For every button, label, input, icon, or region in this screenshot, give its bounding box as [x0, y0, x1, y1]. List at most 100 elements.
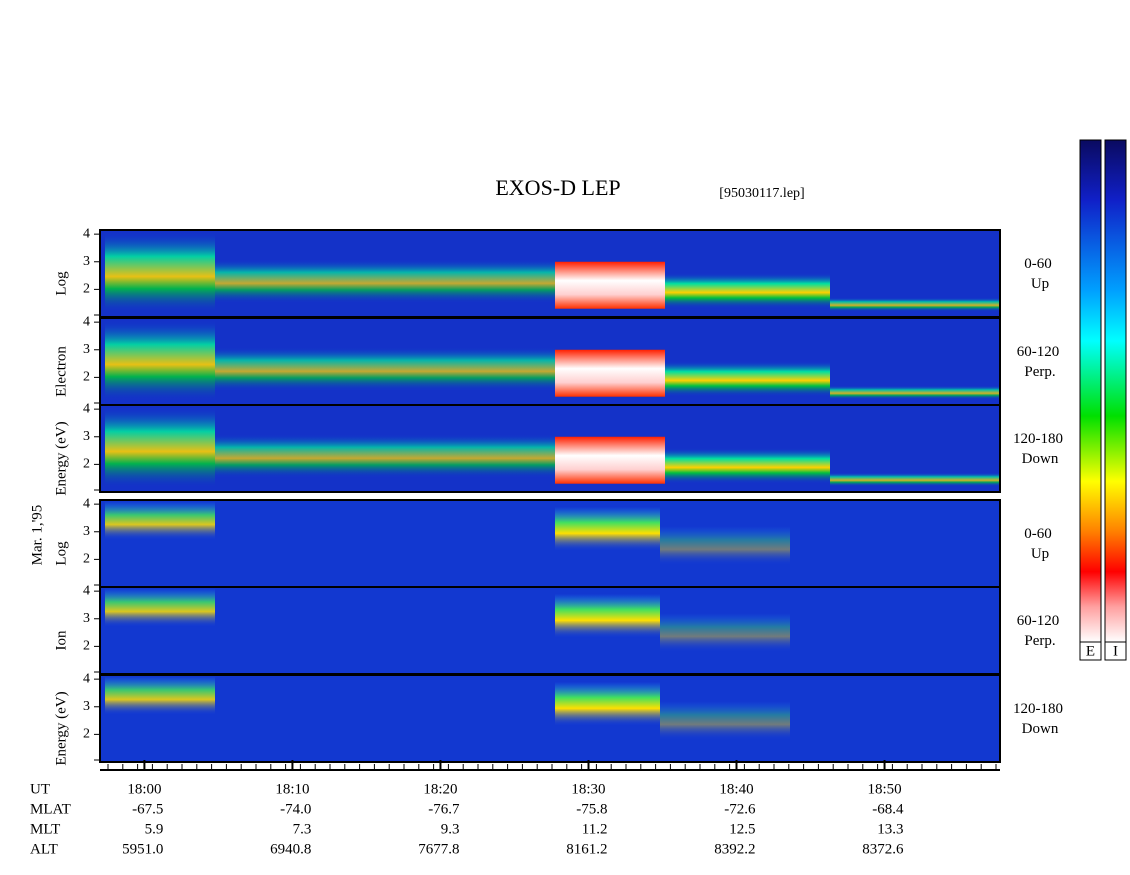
y-tick-label: 3	[83, 254, 90, 269]
y-tick-label: 3	[83, 524, 90, 539]
y-axis-label: Log	[53, 541, 69, 566]
y-tick-label: 3	[83, 429, 90, 444]
y-tick-label: 2	[83, 552, 90, 567]
panel-angle: 60-120	[1017, 344, 1060, 360]
y-tick-label: 2	[83, 370, 90, 385]
colorbar-box	[1104, 641, 1127, 661]
spectrum-band	[105, 320, 215, 401]
y-axis-label: Log	[53, 271, 69, 296]
y-tick-label: 2	[83, 282, 90, 297]
spectrum-band	[665, 360, 830, 397]
ephemeris-name: MLAT	[30, 801, 71, 817]
ephemeris-value: -68.4	[872, 801, 904, 817]
y-axis-label: Energy (eV)	[53, 421, 69, 495]
spectrum-band	[555, 593, 660, 639]
ephemeris-value: 5.9	[145, 821, 164, 837]
spectrum-band	[555, 506, 660, 552]
colorbar-box	[1079, 641, 1102, 661]
spectrum-band	[105, 232, 215, 313]
panel-direction: Perp.	[1024, 633, 1055, 649]
spectrum-band	[105, 407, 215, 488]
x-tick-label: 18:10	[275, 781, 309, 797]
ephemeris-value: 8392.2	[714, 841, 755, 857]
panel-direction: Up	[1031, 546, 1049, 562]
ephemeris-value: 7677.8	[418, 841, 459, 857]
ephemeris-value: 13.3	[877, 821, 903, 837]
spectrum-band	[555, 261, 665, 309]
panel-angle: 120-180	[1013, 431, 1063, 447]
y-tick-label: 2	[83, 727, 90, 742]
y-tick-label: 2	[83, 639, 90, 654]
colorbar-ion	[1104, 139, 1127, 643]
spectrum-band	[665, 272, 830, 309]
spectrum-band	[660, 526, 790, 565]
y-tick-label: 4	[83, 671, 90, 686]
x-tick-label: 18:30	[571, 781, 605, 797]
panel-angle: 120-180	[1013, 701, 1063, 717]
y-tick-label: 4	[83, 583, 90, 598]
ephemeris-value: 9.3	[441, 821, 460, 837]
chart-title: EXOS-D LEP	[495, 175, 620, 200]
spectrum-band	[105, 588, 215, 628]
y-tick-label: 3	[83, 699, 90, 714]
y-axis-label: Electron	[53, 346, 69, 397]
spectrum-band	[830, 297, 1000, 312]
spectrum-band	[215, 259, 555, 304]
ephemeris-value: 5951.0	[122, 841, 163, 857]
spectrum-band	[665, 447, 830, 484]
ephemeris-value: 8161.2	[566, 841, 607, 857]
ephemeris-value: -72.6	[724, 801, 756, 817]
spectrogram-panel	[100, 675, 1000, 762]
y-tick-label: 4	[83, 314, 90, 329]
ephemeris-value: 11.2	[582, 821, 608, 837]
spectrum-band	[105, 676, 215, 716]
spectrogram-panel	[100, 500, 1000, 587]
spectrum-band	[555, 681, 660, 727]
y-tick-label: 3	[83, 342, 90, 357]
spectrum-band	[215, 347, 555, 392]
y-axis-label: Ion	[53, 630, 69, 650]
x-tick-label: 18:40	[719, 781, 753, 797]
date-label: Mar. 1,'95	[29, 505, 45, 566]
y-tick-label: 3	[83, 611, 90, 626]
ephemeris-name: MLT	[30, 821, 60, 837]
colorbar-label: I	[1113, 643, 1118, 659]
y-axis-label: Energy (eV)	[53, 691, 69, 765]
file-label: [95030117.lep]	[719, 186, 804, 201]
panel-direction: Down	[1022, 721, 1059, 737]
ephemeris-name: ALT	[30, 841, 58, 857]
colorbar-label: E	[1086, 643, 1095, 659]
panel-direction: Up	[1031, 276, 1049, 292]
spectrum-band	[660, 613, 790, 652]
ephemeris-value: -76.7	[428, 801, 460, 817]
y-tick-label: 4	[83, 401, 90, 416]
panel-angle: 0-60	[1024, 256, 1052, 272]
y-tick-label: 2	[83, 457, 90, 472]
colorbar-electron	[1079, 139, 1102, 643]
spectrum-band	[215, 434, 555, 479]
panel-frame	[99, 674, 1001, 763]
spectrum-band	[555, 349, 665, 397]
panel-direction: Perp.	[1024, 364, 1055, 380]
x-tick-label: 18:50	[867, 781, 901, 797]
panel-direction: Down	[1022, 451, 1059, 467]
spectrum-band	[830, 472, 1000, 487]
spectrum-band	[830, 385, 1000, 400]
y-tick-label: 4	[83, 226, 90, 241]
x-tick-label: 18:00	[127, 781, 161, 797]
x-tick-label: 18:20	[423, 781, 457, 797]
ephemeris-value: 12.5	[729, 821, 755, 837]
panel-angle: 0-60	[1024, 526, 1052, 542]
x-axis-label: UT	[30, 781, 50, 797]
ephemeris-value: 7.3	[293, 821, 312, 837]
ephemeris-value: 6940.8	[270, 841, 311, 857]
ephemeris-value: 8372.6	[862, 841, 904, 857]
ephemeris-value: -74.0	[280, 801, 311, 817]
ephemeris-value: -67.5	[132, 801, 163, 817]
panel-angle: 60-120	[1017, 613, 1060, 629]
y-tick-label: 4	[83, 496, 90, 511]
spectrum-band	[105, 501, 215, 541]
spectrum-band	[555, 436, 665, 484]
ephemeris-value: -75.8	[576, 801, 607, 817]
